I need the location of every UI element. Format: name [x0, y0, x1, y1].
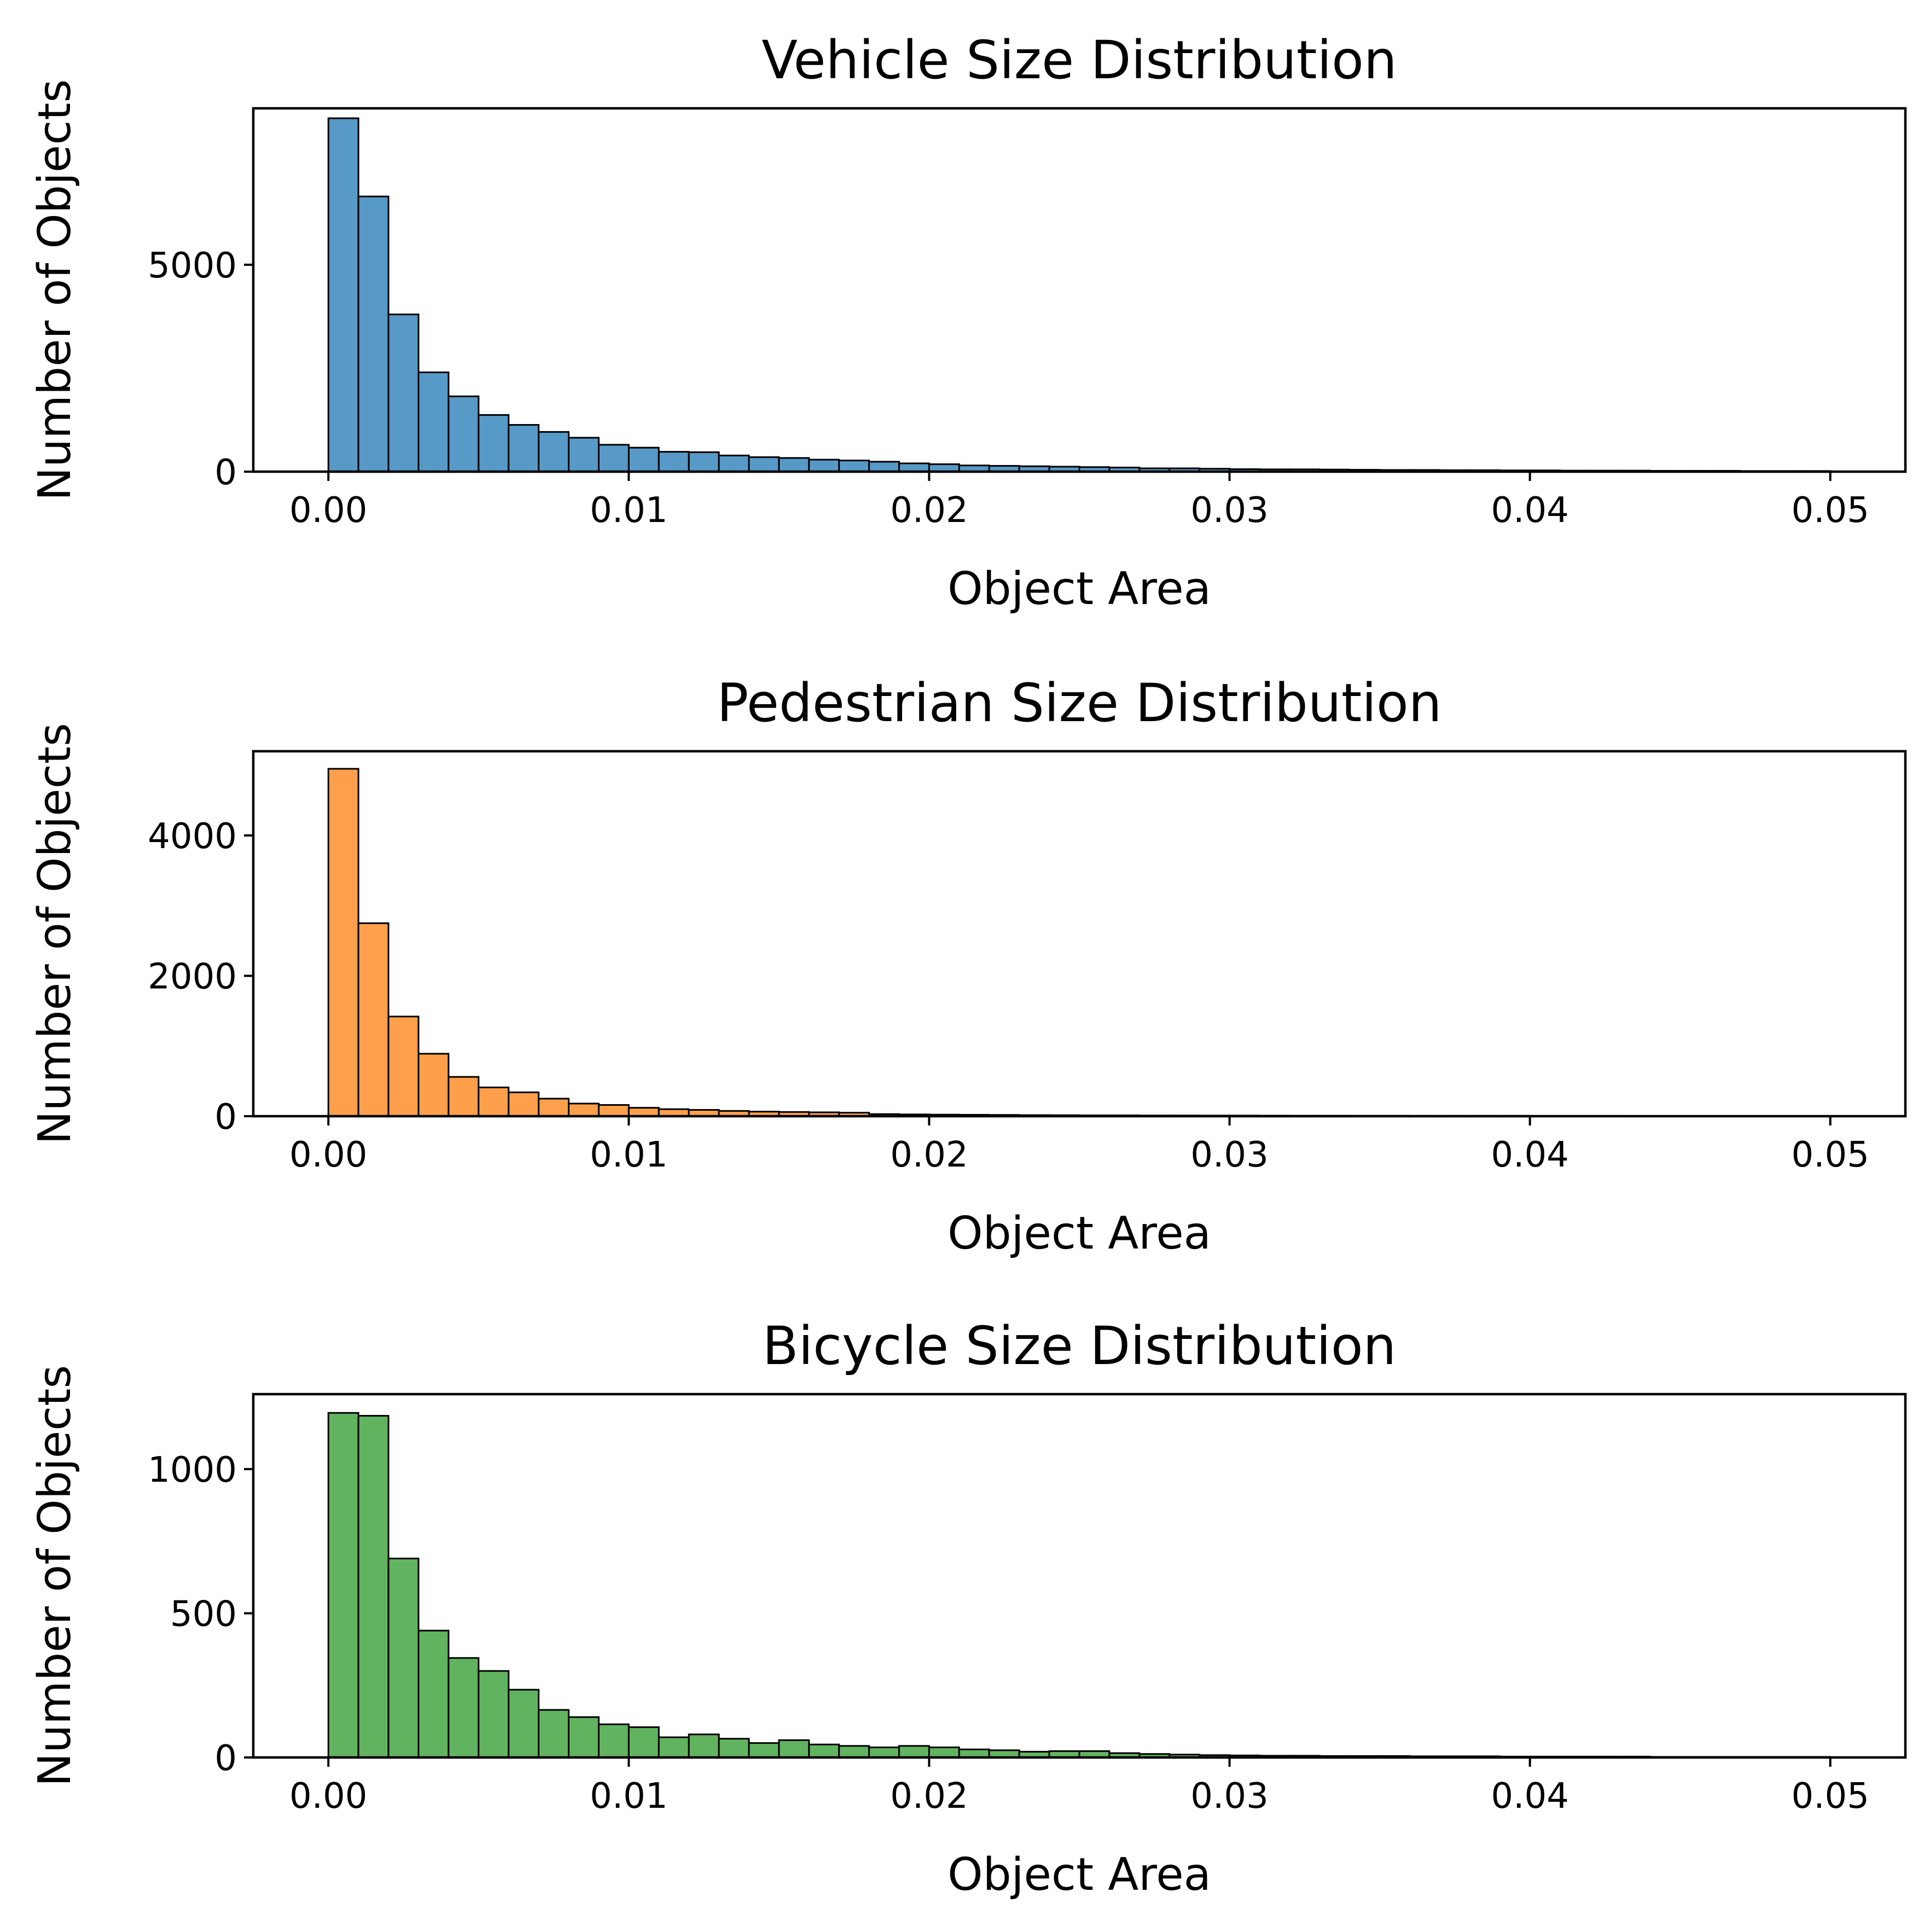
histogram-bar: [778, 457, 810, 473]
chart-title: Bicycle Size Distribution: [763, 1315, 1397, 1377]
histogram-bar: [658, 1736, 690, 1759]
histogram-bar: [688, 451, 720, 473]
histogram-bar: [597, 1104, 630, 1117]
histogram-bar: [688, 1733, 720, 1759]
histogram-bar: [508, 1091, 540, 1117]
y-tick-label: 0: [214, 1738, 237, 1779]
histogram-bar: [597, 1723, 630, 1759]
histogram-bar: [478, 1670, 510, 1759]
x-tick-label: 0.01: [590, 1776, 668, 1817]
histogram-bar: [568, 1103, 600, 1117]
x-tick-label: 0.02: [890, 1135, 968, 1175]
histogram-bar: [538, 1098, 570, 1117]
histogram-bar: [718, 455, 750, 473]
x-tick-label: 0.04: [1491, 1135, 1569, 1175]
x-tick-label: 0.02: [890, 1776, 968, 1817]
x-tick-label: 0.03: [1190, 1776, 1269, 1817]
histogram-bar: [327, 768, 359, 1117]
histogram-bar: [447, 395, 480, 473]
histogram-bar: [508, 1689, 540, 1759]
panel-1: 0.00 0.01 0.02 0.03 0.04 0.05 0 5000 Vehicle Siz…: [29, 30, 1907, 615]
x-tick-label: 0.01: [590, 1135, 668, 1175]
histogram-bar: [627, 446, 660, 473]
x-tick-label: 0.04: [1491, 490, 1569, 531]
y-axis-label: Number of Objects: [29, 79, 81, 501]
axes-frame: [252, 107, 1907, 473]
histogram-bar: [447, 1076, 480, 1117]
histogram-bar: [568, 437, 600, 473]
bars: [327, 117, 1832, 473]
histogram-bar: [597, 444, 630, 473]
panel-2: 0.00 0.01 0.02 0.03 0.04 0.05 0 2000 4000 Pedestr…: [29, 672, 1907, 1260]
histogram-bar: [808, 459, 840, 473]
histogram-bar: [327, 117, 359, 473]
histogram-bar: [627, 1107, 660, 1117]
histogram-bar: [478, 1086, 510, 1117]
histogram-bar: [868, 461, 900, 473]
histogram-bar: [387, 1557, 420, 1759]
x-axis-label: Object Area: [947, 1849, 1211, 1901]
y-tick-label: 4000: [148, 816, 237, 857]
x-tick-label: 0.04: [1491, 1776, 1569, 1817]
histogram-bar: [417, 1053, 450, 1117]
chart-title: Pedestrian Size Distribution: [717, 672, 1441, 734]
histogram-bar: [357, 1415, 390, 1759]
x-tick-label: 0.00: [289, 1135, 368, 1175]
histogram-bar: [538, 1709, 570, 1759]
histogram-bar: [808, 1743, 840, 1759]
histogram-bar: [478, 414, 510, 473]
axes-frame: [252, 750, 1907, 1118]
histogram-bar: [748, 1742, 780, 1759]
y-tick-label: 0: [214, 452, 237, 493]
y-tick-label: 500: [170, 1594, 237, 1635]
chart-title: Vehicle Size Distribution: [761, 30, 1397, 91]
histogram-bar: [357, 922, 390, 1117]
x-tick-label: 0.05: [1791, 1135, 1869, 1175]
x-tick-label: 0.03: [1190, 1135, 1269, 1175]
histogram-bar: [538, 431, 570, 473]
histogram-bar: [838, 460, 870, 473]
histogram-bar: [568, 1716, 600, 1759]
histogram-bar: [898, 462, 930, 473]
y-tick-label: 1000: [148, 1450, 237, 1490]
x-tick-label: 0.05: [1791, 490, 1869, 531]
x-tick-label: 0.00: [289, 490, 368, 531]
y-tick-label: 2000: [148, 956, 237, 997]
histogram-bar: [447, 1657, 480, 1759]
y-tick-label: 0: [214, 1097, 237, 1138]
histogram-bar: [387, 1016, 420, 1117]
histogram-bar: [898, 1745, 930, 1759]
histogram-bar: [627, 1726, 660, 1759]
axes-frame: [252, 1393, 1907, 1759]
histogram-bar: [417, 371, 450, 473]
x-tick-label: 0.03: [1190, 490, 1269, 531]
histogram-bar: [327, 1412, 359, 1759]
histogram-bar: [718, 1738, 750, 1759]
x-axis-label: Object Area: [947, 563, 1211, 615]
histogram-bar: [928, 1747, 960, 1759]
x-tick-label: 0.05: [1791, 1776, 1869, 1817]
x-tick-label: 0.02: [890, 490, 968, 531]
x-tick-label: 0.00: [289, 1776, 368, 1817]
histogram-bar: [417, 1629, 450, 1759]
x-axis-label: Object Area: [947, 1208, 1211, 1260]
histogram-bar: [357, 195, 390, 473]
histogram-bar: [658, 451, 690, 473]
histogram-bar: [838, 1745, 870, 1759]
x-tick-label: 0.01: [590, 490, 668, 531]
y-tick-label: 5000: [148, 246, 237, 286]
y-axis-label: Number of Objects: [29, 723, 81, 1144]
y-axis-label: Number of Objects: [29, 1365, 81, 1786]
histogram-bar: [508, 424, 540, 473]
histogram-bar: [778, 1739, 810, 1759]
histogram-bar: [868, 1747, 900, 1759]
histogram-bar: [387, 314, 420, 473]
histogram-bar: [748, 456, 780, 473]
panel-3: 0.00 0.01 0.02 0.03 0.04 0.05 0 500 1000 Bicycle …: [29, 1315, 1907, 1901]
